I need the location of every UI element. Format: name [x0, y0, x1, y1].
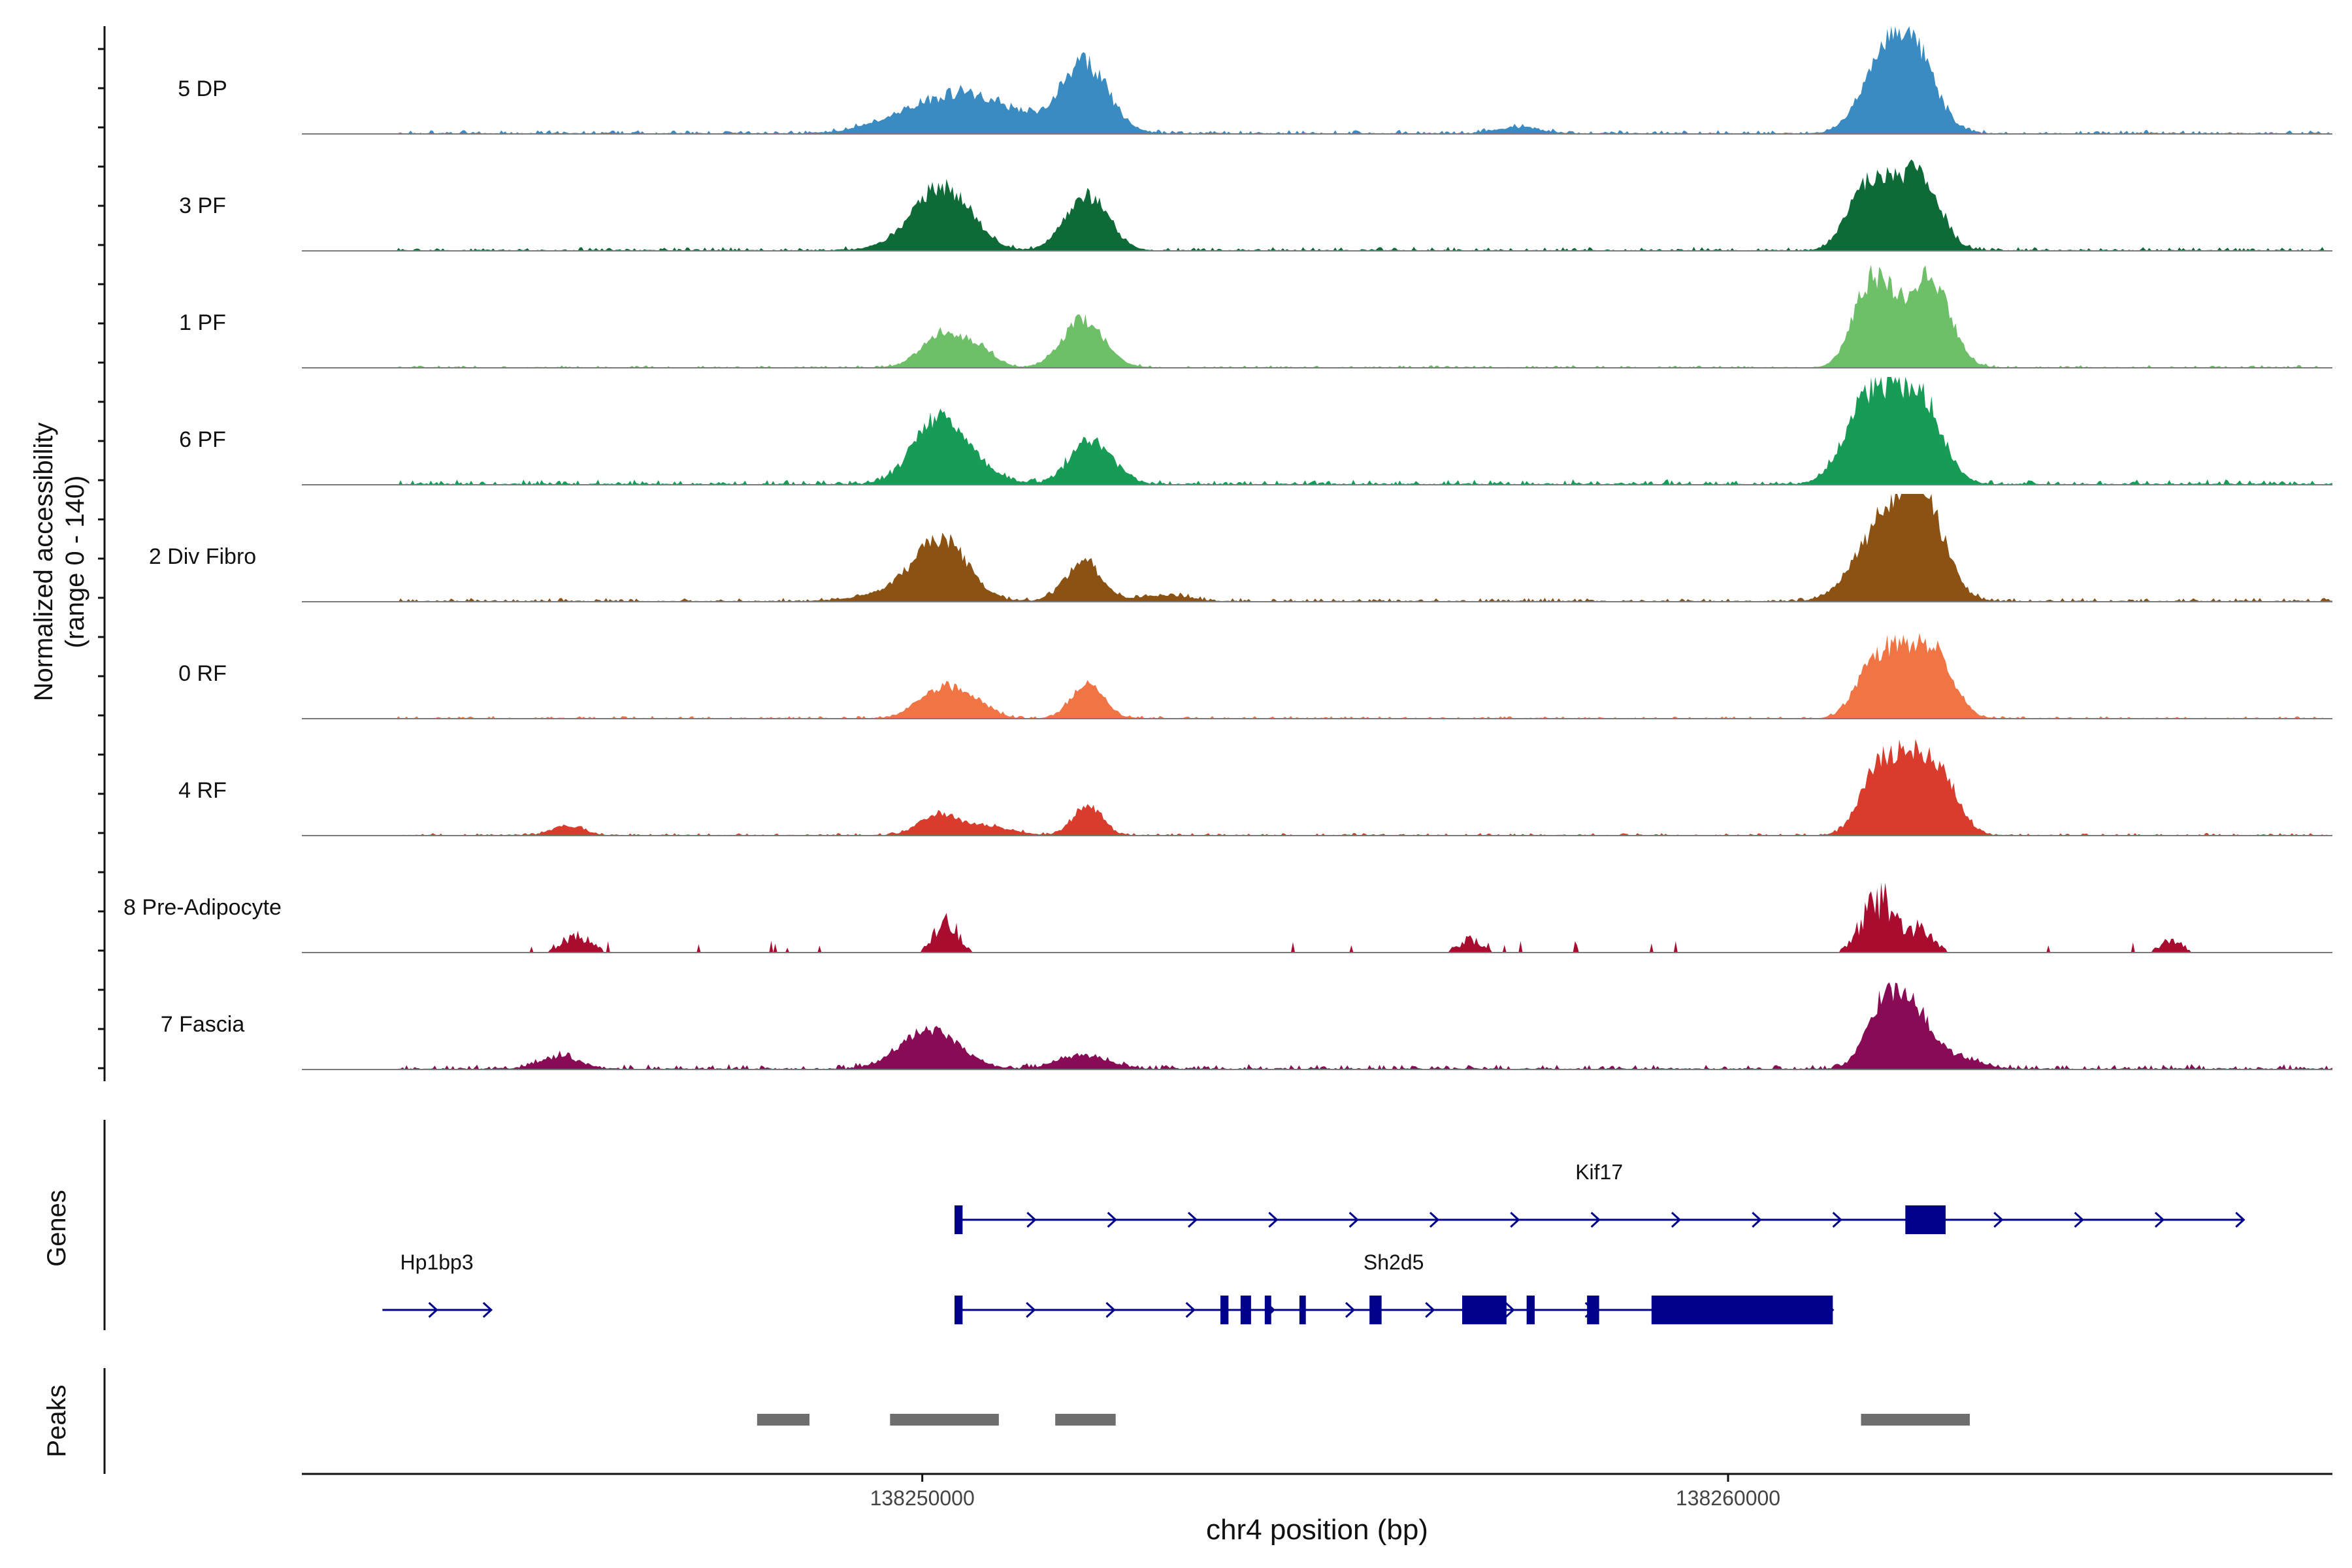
- coverage-area: [302, 265, 2332, 368]
- y-axis-subtitle: (range 0 - 140): [61, 476, 90, 649]
- track-3: 6 PF: [179, 377, 2332, 485]
- track-label: 6 PF: [179, 427, 226, 452]
- strand-arrow: [1105, 1301, 1116, 1318]
- strand-arrow: [1505, 1301, 1515, 1318]
- strand-arrow: [1345, 1301, 1356, 1318]
- track-1: 3 PF: [179, 159, 2332, 252]
- gene-exon: [1220, 1296, 1229, 1324]
- gene-annotation-track: Kif17 Sh2d5 Hp1bp3: [382, 1160, 2246, 1324]
- track-label: 2 Div Fibro: [149, 544, 256, 569]
- gene-sh2d5: Sh2d5: [955, 1250, 1835, 1324]
- peak-region: [1861, 1414, 1970, 1426]
- track-4: 2 Div Fibro: [149, 494, 2332, 602]
- coverage-tracks: 5 DP 3 PF 1 PF 6 PF 2 Div Fibro 0 RF 4 RF 8 Pre…: [123, 26, 2332, 1070]
- coverage-area: [302, 982, 2332, 1070]
- gene-name: Hp1bp3: [400, 1250, 474, 1274]
- strand-arrow: [1185, 1301, 1196, 1318]
- track-label: 3 PF: [179, 193, 226, 218]
- strand-arrow: [2235, 1211, 2246, 1228]
- track-8: 7 Fascia: [161, 982, 2332, 1070]
- strand-arrow: [428, 1301, 438, 1318]
- coverage-area: [302, 739, 2332, 836]
- gene-exon: [1462, 1296, 1507, 1324]
- gene-exon: [1587, 1296, 1599, 1324]
- strand-arrow: [482, 1301, 493, 1318]
- strand-arrow: [1993, 1211, 2004, 1228]
- peak-region: [890, 1414, 999, 1426]
- strand-arrow: [1429, 1211, 1440, 1228]
- track-label: 7 Fascia: [161, 1012, 245, 1037]
- strand-arrow: [1026, 1301, 1036, 1318]
- gene-exon: [955, 1296, 963, 1324]
- strand-arrow: [1107, 1211, 1117, 1228]
- track-5: 0 RF: [178, 632, 2332, 719]
- y-axis-title: Normalized accessibility: [29, 423, 58, 702]
- track-2: 1 PF: [179, 265, 2332, 368]
- coverage-area: [302, 159, 2332, 251]
- strand-arrow: [1752, 1211, 1762, 1228]
- gene-exon: [1299, 1296, 1306, 1324]
- x-axis-ticks: 138250000 138260000: [870, 1474, 1780, 1510]
- track-label: 8 Pre-Adipocyte: [123, 895, 282, 920]
- gene-exon: [1526, 1296, 1535, 1324]
- x-tick-label: 138260000: [1676, 1486, 1780, 1510]
- track-label: 1 PF: [179, 310, 226, 335]
- gene-exon: [1651, 1296, 1833, 1324]
- track-label: 5 DP: [178, 76, 227, 101]
- gene-exon: [1369, 1296, 1382, 1324]
- gene-exon: [1905, 1205, 1946, 1234]
- gene-exon: [1240, 1296, 1251, 1324]
- strand-arrow: [1026, 1211, 1037, 1228]
- strand-arrow: [2154, 1211, 2165, 1228]
- genes-panel-label: Genes: [42, 1190, 71, 1267]
- x-tick-label: 138250000: [870, 1486, 975, 1510]
- gene-name: Sh2d5: [1364, 1250, 1424, 1274]
- strand-arrow: [1671, 1211, 1682, 1228]
- track-6: 4 RF: [178, 739, 2332, 836]
- strand-arrow: [1268, 1211, 1279, 1228]
- strand-arrow: [1348, 1211, 1359, 1228]
- track-0: 5 DP: [178, 26, 2332, 135]
- peak-region: [1055, 1414, 1116, 1426]
- strand-arrow: [1425, 1301, 1435, 1318]
- strand-arrow: [1187, 1211, 1198, 1228]
- coverage-area: [302, 26, 2332, 134]
- peak-region: [757, 1414, 809, 1426]
- strand-arrow: [1510, 1211, 1520, 1228]
- strand-arrow: [1590, 1211, 1601, 1228]
- strand-arrow: [2074, 1211, 2084, 1228]
- gene-exon: [1264, 1296, 1271, 1324]
- gene-hp1bp3: Hp1bp3: [382, 1250, 493, 1318]
- x-axis-title: chr4 position (bp): [1206, 1514, 1428, 1546]
- coverage-area: [302, 882, 2332, 953]
- track-7: 8 Pre-Adipocyte: [123, 882, 2332, 953]
- coverage-area: [302, 494, 2332, 602]
- gene-exon: [955, 1205, 963, 1234]
- gene-name: Kif17: [1575, 1160, 1623, 1184]
- coverage-area: [302, 377, 2332, 485]
- coverage-area: [302, 632, 2332, 719]
- track-label: 4 RF: [178, 778, 227, 803]
- peak-regions-track: [757, 1414, 1970, 1426]
- track-label: 0 RF: [178, 661, 227, 686]
- strand-arrow: [1832, 1211, 1842, 1228]
- peaks-panel-label: Peaks: [42, 1384, 71, 1457]
- coverage-axis-ticks: [98, 48, 105, 1070]
- gene-kif17: Kif17: [955, 1160, 2246, 1234]
